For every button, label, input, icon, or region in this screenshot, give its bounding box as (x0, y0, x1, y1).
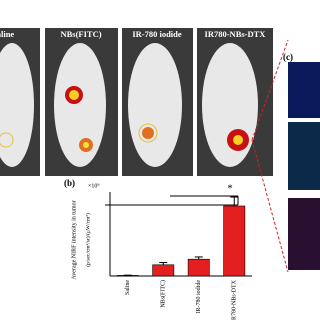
y-axis-units: (p/sec/cm²/sr)/(μW/cm²) (84, 213, 91, 267)
mouse (0, 43, 34, 167)
panel-label: (b) (64, 178, 75, 188)
micrograph (288, 62, 320, 118)
connector (251, 39, 289, 141)
signal (233, 135, 243, 145)
mouse (202, 43, 258, 167)
image-label: IR780-NBs-DTX (205, 29, 267, 39)
tumor-ring (0, 132, 14, 148)
significance-bracket: * (105, 183, 239, 206)
mouse (128, 43, 182, 167)
tumor-ring (138, 123, 158, 143)
panel-c: (c) (251, 39, 320, 273)
signal (142, 127, 154, 139)
signal (83, 142, 89, 148)
x-tick-label: Saline (125, 280, 131, 295)
y-axis-label: Average NIRF intensity in tumor (71, 200, 77, 279)
x-tick-label: IR780-NBs-DTX (232, 279, 238, 320)
x-tick-label: NBs(FITC) (160, 280, 167, 308)
significance: * (227, 183, 233, 195)
multiplier: ×10⁹ (88, 183, 99, 189)
signal (69, 90, 79, 100)
panel-label: (c) (283, 52, 293, 62)
micrograph (288, 198, 320, 270)
image-label: IR-780 iodide (132, 29, 182, 39)
image-label: NBs(FITC) (60, 29, 101, 39)
image-label: Saline (0, 29, 14, 39)
mouse (54, 43, 106, 167)
bar (187, 258, 210, 277)
bar (223, 205, 246, 277)
mouse-photos: Saline NBs(FITC) IR-780 iodide IR780-NBs… (0, 28, 273, 176)
micrograph (288, 122, 320, 190)
x-tick-label: IR-780 iodide (196, 280, 202, 314)
bar (152, 264, 175, 277)
connector (251, 139, 289, 273)
